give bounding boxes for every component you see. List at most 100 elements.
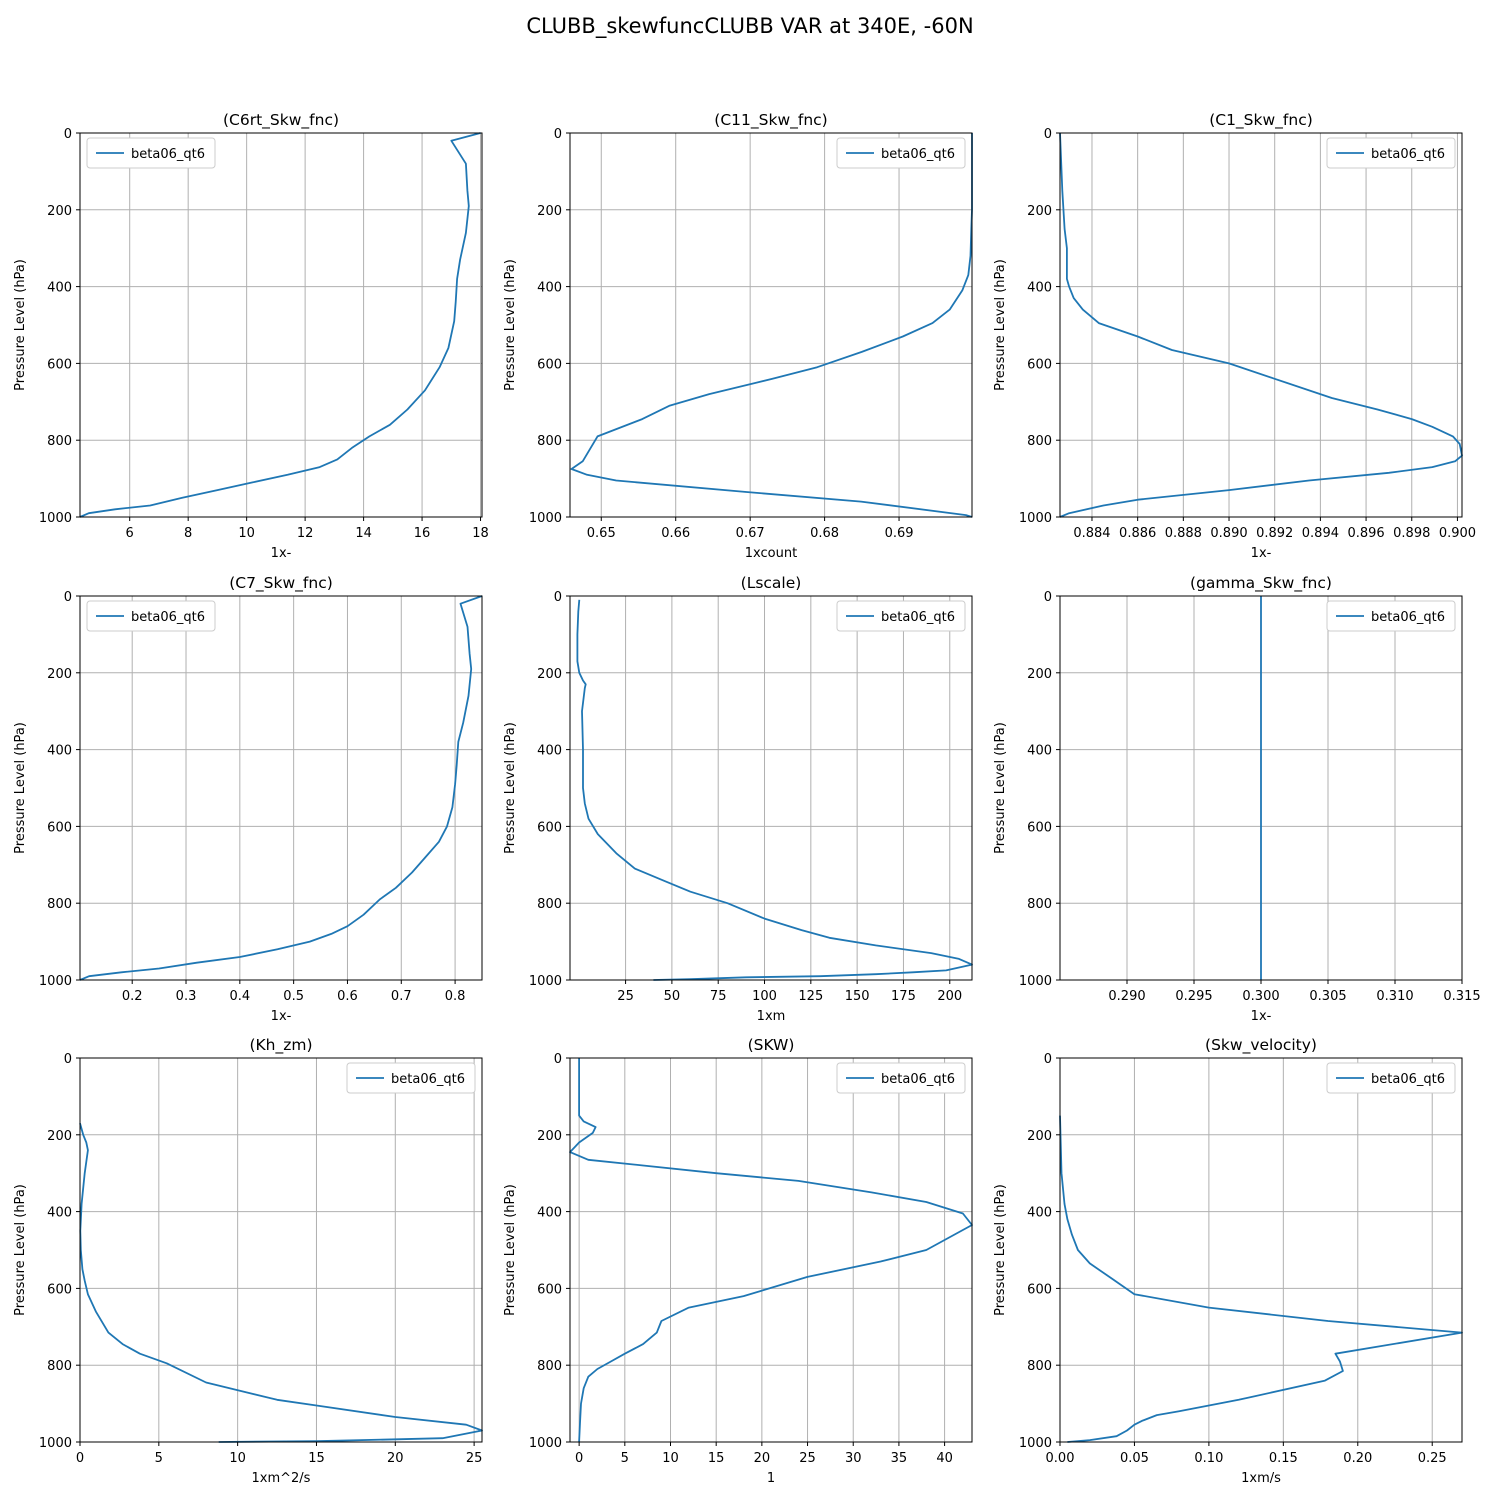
y-tick-label: 800 <box>537 1359 562 1374</box>
subplot-3: 0.884 0.886 0.888 0.890 0.892 0.894 0.896 0.898… <box>993 111 1476 561</box>
y-tick-label: 600 <box>47 1282 72 1297</box>
x-tick-label: 25 <box>466 1451 483 1466</box>
subplot-title: (Lscale) <box>741 574 802 592</box>
y-tick-label: 400 <box>537 744 562 759</box>
legend-box <box>836 1062 966 1094</box>
legend-label: beta06_qt6 <box>131 147 205 162</box>
x-tick-label: 0.295 <box>1175 989 1212 1004</box>
legend: beta06_qt6 <box>1326 1062 1456 1094</box>
y-tick-label: 1000 <box>529 511 562 526</box>
x-axis-label: 1xm <box>757 1009 786 1024</box>
y-tick-label: 0 <box>554 1052 562 1067</box>
legend: beta06_qt6 <box>836 1062 966 1094</box>
legend: beta06_qt6 <box>1326 600 1456 632</box>
series-line-beta06_qt6 <box>570 133 973 518</box>
y-tick-label: 400 <box>1027 744 1052 759</box>
legend-label: beta06_qt6 <box>881 147 955 162</box>
y-tick-label: 0 <box>554 590 562 605</box>
x-axis-label: 1x- <box>271 546 292 561</box>
x-tick-label: 25 <box>617 989 634 1004</box>
x-tick-label: 0 <box>76 1451 84 1466</box>
x-tick-label: 0.00 <box>1046 1451 1075 1466</box>
legend-box <box>346 1062 476 1094</box>
y-tick-label: 400 <box>1027 281 1052 296</box>
x-tick-label: 40 <box>936 1451 953 1466</box>
legend: beta06_qt6 <box>86 137 216 169</box>
x-tick-label: 0.890 <box>1210 526 1247 541</box>
legend: beta06_qt6 <box>836 600 966 632</box>
x-tick-label: 0.898 <box>1393 526 1430 541</box>
x-tick-label: 0.10 <box>1194 1451 1223 1466</box>
y-tick-label: 600 <box>1027 1282 1052 1297</box>
y-tick-label: 400 <box>537 281 562 296</box>
subplot-title: (C1_Skw_fnc) <box>1209 111 1313 130</box>
x-axis-label: 1xcount <box>745 546 797 561</box>
y-tick-label: 1000 <box>1019 511 1052 526</box>
y-tick-label: 800 <box>1027 897 1052 912</box>
x-tick-label: 0.886 <box>1119 526 1156 541</box>
x-tick-label: 0.894 <box>1302 526 1339 541</box>
y-tick-label: 800 <box>47 1359 72 1374</box>
x-tick-label: 0.310 <box>1376 989 1413 1004</box>
x-tick-label: 0.5 <box>283 989 304 1004</box>
y-axis-label: Pressure Level (hPa) <box>503 259 518 391</box>
y-tick-label: 0 <box>64 1052 72 1067</box>
y-tick-label: 0 <box>554 127 562 142</box>
y-tick-label: 200 <box>1027 204 1052 219</box>
figure-title: CLUBB_skewfuncCLUBB VAR at 340E, -60N <box>526 14 974 38</box>
subplot-title: (Kh_zm) <box>249 1036 312 1055</box>
x-axis-label: 1x- <box>1251 1009 1272 1024</box>
y-tick-label: 400 <box>537 1206 562 1221</box>
x-tick-label: 30 <box>845 1451 862 1466</box>
y-tick-label: 0 <box>1044 127 1052 142</box>
y-tick-label: 800 <box>47 897 72 912</box>
axes-frame <box>1059 1057 1463 1443</box>
y-tick-label: 1000 <box>529 1436 562 1451</box>
x-tick-label: 16 <box>414 526 431 541</box>
x-tick-label: 0.05 <box>1120 1451 1149 1466</box>
y-axis-label: Pressure Level (hPa) <box>993 1184 1008 1316</box>
x-tick-label: 0.6 <box>337 989 358 1004</box>
y-axis-label: Pressure Level (hPa) <box>993 722 1008 854</box>
x-tick-label: 10 <box>662 1451 679 1466</box>
legend-label: beta06_qt6 <box>881 610 955 625</box>
y-axis-label: Pressure Level (hPa) <box>503 722 518 854</box>
subplot-title: (SKW) <box>748 1036 795 1054</box>
x-tick-label: 0.67 <box>736 526 765 541</box>
x-tick-label: 0.896 <box>1347 526 1384 541</box>
x-tick-label: 0.66 <box>661 526 690 541</box>
legend-label: beta06_qt6 <box>881 1072 955 1087</box>
series-line-beta06_qt6 <box>79 132 481 518</box>
y-tick-label: 0 <box>1044 1052 1052 1067</box>
y-tick-label: 800 <box>537 897 562 912</box>
y-tick-label: 800 <box>537 434 562 449</box>
x-tick-label: 0.290 <box>1108 989 1145 1004</box>
subplot-2: 0.65 0.66 0.67 0.68 0.69 0 200 400 600 800 1000 (C1… <box>503 111 973 561</box>
legend-box <box>86 137 216 169</box>
x-tick-label: 75 <box>710 989 727 1004</box>
axes-frame <box>79 132 483 518</box>
series-line-beta06_qt6 <box>569 1058 973 1443</box>
x-tick-label: 6 <box>126 526 134 541</box>
x-tick-label: 0 <box>575 1451 583 1466</box>
x-tick-label: 0.15 <box>1269 1451 1298 1466</box>
y-tick-label: 600 <box>47 820 72 835</box>
legend-box <box>1326 1062 1456 1094</box>
subplot-6: 0.290 0.295 0.300 0.305 0.310 0.315 0 200 400 600… <box>993 574 1481 1024</box>
x-tick-label: 8 <box>184 526 192 541</box>
x-tick-label: 0.20 <box>1343 1451 1372 1466</box>
y-axis-label: Pressure Level (hPa) <box>993 259 1008 391</box>
x-tick-label: 0.2 <box>122 989 143 1004</box>
legend-box <box>1326 600 1456 632</box>
x-tick-label: 20 <box>754 1451 771 1466</box>
x-tick-label: 0.68 <box>810 526 839 541</box>
x-tick-label: 20 <box>387 1451 404 1466</box>
y-tick-label: 600 <box>537 357 562 372</box>
x-tick-label: 12 <box>297 526 314 541</box>
legend: beta06_qt6 <box>86 600 216 632</box>
subplot-title: (gamma_Skw_fnc) <box>1190 574 1332 593</box>
x-tick-label: 14 <box>355 526 372 541</box>
x-tick-label: 18 <box>472 526 489 541</box>
subplot-8: 0 5 10 15 20 25 30 35 4002004006008001000(SKW)1P… <box>503 1036 973 1486</box>
axes-frame <box>79 1057 483 1443</box>
